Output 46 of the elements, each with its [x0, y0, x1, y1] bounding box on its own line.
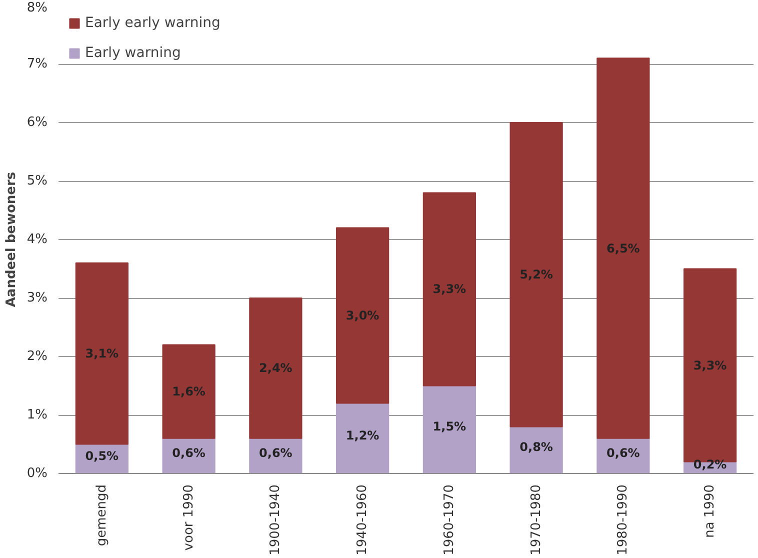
- legend-label: Early early warning: [85, 15, 220, 31]
- y-tick-label: 2%: [26, 349, 48, 364]
- x-tick-label: 1980-1990: [616, 484, 631, 556]
- data-label: 1,6%: [172, 384, 206, 399]
- data-label: 0,6%: [172, 446, 206, 460]
- data-label: 2,4%: [259, 361, 292, 376]
- x-tick-label: 1970-1980: [528, 484, 544, 556]
- data-label: 0,6%: [259, 446, 292, 460]
- bar: [249, 298, 302, 439]
- x-tick-label: 1940-1960: [355, 484, 370, 556]
- y-tick-label: 3%: [26, 290, 48, 306]
- bar: [422, 385, 476, 474]
- y-tick-label: 0%: [26, 466, 48, 481]
- data-label: 5,2%: [520, 268, 553, 282]
- y-tick-label: 4%: [26, 232, 48, 247]
- y-axis-title: Aandeel bewoners: [4, 172, 19, 308]
- y-tick-label: 5%: [26, 174, 48, 188]
- data-label: 3,1%: [85, 346, 119, 361]
- data-label: 1,2%: [346, 428, 380, 442]
- bar: [162, 344, 216, 439]
- y-tick-label: 6%: [26, 115, 48, 130]
- data-label: 0,6%: [606, 446, 640, 460]
- x-tick-label: gemengd: [94, 484, 110, 546]
- x-tick-label: voor 1990: [181, 484, 196, 551]
- y-tick-label: 1%: [26, 408, 48, 422]
- bar: [336, 227, 390, 404]
- x-tick-label: 1900-1940: [268, 484, 284, 556]
- bar: [510, 426, 563, 474]
- bar: [596, 58, 650, 439]
- data-label: 6,5%: [606, 241, 640, 256]
- y-tick-label: 8%: [26, 0, 48, 16]
- data-label: 3,3%: [432, 282, 466, 296]
- data-label: 1,5%: [432, 420, 466, 434]
- x-tick-label: 1960-1970: [442, 484, 457, 556]
- y-tick-label: 7%: [26, 56, 48, 72]
- data-label: 3,0%: [346, 308, 380, 323]
- bar: [510, 122, 563, 428]
- data-label: 0,2%: [693, 458, 727, 472]
- legend-label: Early warning: [85, 45, 181, 61]
- data-label: 0,5%: [85, 448, 119, 463]
- data-label: 0,8%: [520, 440, 553, 454]
- bar: [75, 262, 128, 445]
- x-tick-label: na 1990: [702, 484, 718, 538]
- data-label: 3,3%: [693, 358, 727, 372]
- bar: [336, 402, 390, 474]
- bar: [422, 192, 476, 386]
